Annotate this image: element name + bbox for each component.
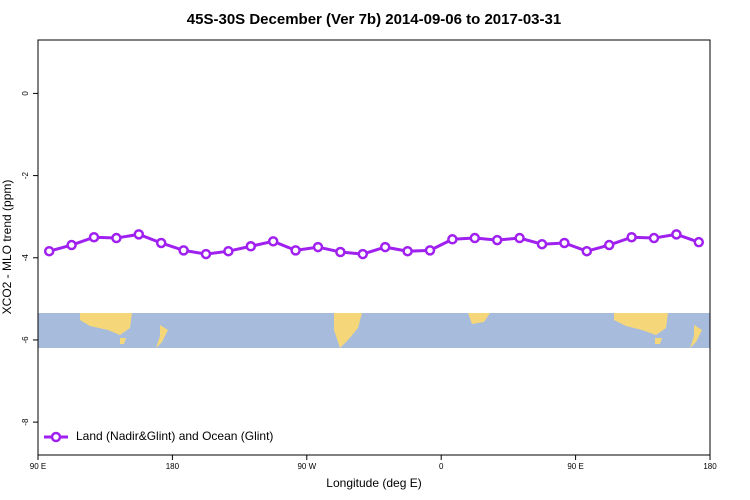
point — [581, 245, 593, 257]
point — [133, 229, 145, 240]
x-tick-label: 180 — [166, 462, 180, 471]
point — [267, 236, 279, 247]
point — [671, 229, 682, 240]
y-tick-label: -4 — [21, 254, 30, 262]
point — [178, 245, 189, 256]
point — [447, 234, 458, 245]
point — [469, 232, 481, 244]
legend-marker — [50, 431, 62, 443]
y-tick-label: -2 — [21, 171, 30, 179]
x-tick-label: 0 — [439, 462, 444, 471]
point — [88, 231, 100, 243]
chart-title: 45S-30S December (Ver 7b) 2014-09-06 to … — [187, 11, 561, 28]
series-line — [48, 232, 700, 256]
point — [424, 245, 436, 256]
map-strip — [38, 313, 710, 348]
point — [66, 239, 77, 251]
point — [111, 232, 122, 244]
point — [603, 239, 615, 251]
point — [491, 234, 503, 246]
x-tick-label: 90 W — [297, 462, 316, 471]
point — [402, 245, 413, 257]
y-tick-label: -8 — [21, 418, 30, 426]
point — [514, 232, 525, 244]
x-axis-label: Longitude (deg E) — [326, 476, 421, 490]
x-tick-label: 180 — [703, 462, 717, 471]
y-tick-label: 0 — [21, 91, 30, 96]
point — [357, 248, 369, 260]
legend-label: Land (Nadir&Glint) and Ocean (Glint) — [76, 429, 273, 443]
y-axis-label: XCO2 - MLO trend (ppm) — [0, 180, 14, 315]
x-tick-label: 90 E — [30, 462, 46, 471]
point — [536, 238, 548, 250]
x-tick-label: 90 E — [567, 462, 583, 471]
point — [155, 237, 167, 249]
plot-frame — [37, 39, 711, 456]
point — [43, 245, 55, 257]
point — [626, 231, 637, 243]
y-tick-label: -6 — [21, 336, 30, 344]
point — [648, 232, 660, 244]
point — [290, 245, 301, 256]
point — [693, 236, 705, 248]
point — [312, 241, 324, 253]
point — [335, 246, 346, 258]
point — [559, 237, 570, 249]
point — [379, 241, 391, 253]
point — [223, 245, 234, 257]
point — [200, 248, 212, 260]
point — [245, 241, 257, 252]
